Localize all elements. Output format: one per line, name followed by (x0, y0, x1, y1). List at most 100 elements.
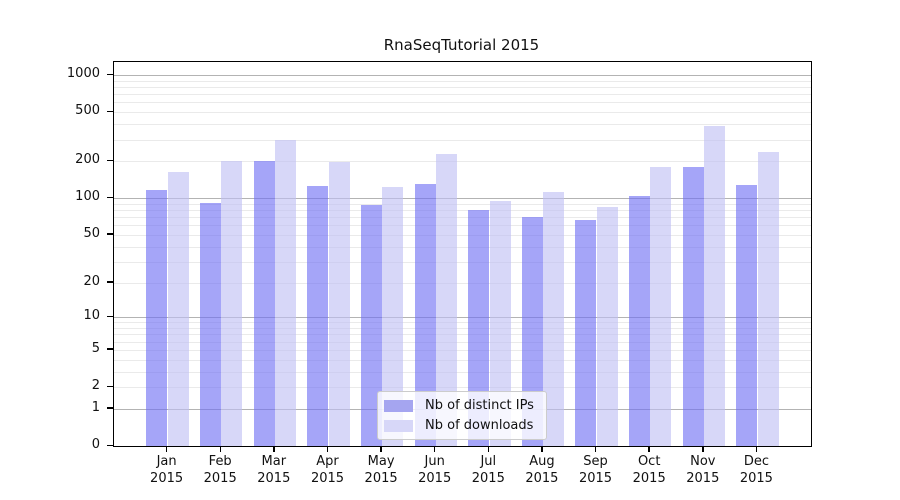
minor-gridline (114, 349, 811, 351)
minor-gridline (114, 322, 811, 324)
minor-gridline (114, 87, 811, 88)
y-tick-mark (107, 159, 113, 162)
y-tick-label: 2 (91, 378, 100, 393)
y-tick-mark (107, 444, 113, 446)
y-tick-mark (107, 385, 113, 387)
minor-gridline (114, 371, 811, 373)
bar-downloads (650, 166, 672, 446)
x-tick-mark (380, 447, 382, 452)
legend-swatch-downloads (384, 419, 413, 432)
y-tick-label: 1 (91, 399, 100, 415)
bar-distinct-ips (307, 185, 329, 446)
minor-gridline (114, 225, 811, 227)
legend-item-distinct-ips: Nb of distinct IPs (384, 398, 534, 413)
bar-downloads (382, 186, 404, 446)
minor-gridline (114, 80, 811, 82)
bar-distinct-ips (414, 184, 436, 446)
x-tick-mark (487, 447, 490, 452)
minor-gridline (114, 282, 811, 284)
x-tick-label: Feb 2015 (203, 454, 237, 486)
legend-label-distinct-ips: Nb of distinct IPs (425, 398, 534, 413)
x-tick-label: Mar 2015 (257, 454, 291, 486)
x-tick-mark (273, 447, 275, 452)
minor-gridline (114, 210, 811, 211)
minor-gridline (114, 387, 811, 388)
minor-gridline (114, 359, 811, 361)
bar-distinct-ips (146, 189, 168, 446)
x-tick-label: Sep 2015 (578, 454, 613, 486)
x-tick-mark (648, 447, 650, 452)
y-tick-mark (107, 348, 113, 350)
y-tick-mark (107, 110, 113, 113)
x-tick-mark (702, 447, 704, 452)
minor-gridline (114, 328, 811, 329)
x-tick-mark (541, 447, 543, 452)
bar-distinct-ips (521, 217, 543, 446)
bar-distinct-ips (682, 166, 704, 446)
x-tick-mark (219, 447, 221, 452)
x-tick-mark (755, 447, 758, 452)
minor-gridline (114, 261, 811, 263)
bar-downloads (221, 161, 243, 446)
bar-downloads (704, 126, 725, 446)
y-tick-mark (107, 315, 113, 318)
x-tick-label: Dec 2015 (739, 454, 773, 486)
y-tick-label: 50 (83, 225, 100, 241)
bar-downloads (489, 200, 511, 446)
minor-gridline (114, 217, 811, 219)
minor-gridline (114, 246, 811, 248)
y-tick-label: 100 (75, 189, 100, 205)
x-tick-label: Jun 2015 (418, 454, 452, 486)
bar-distinct-ips (468, 210, 490, 446)
y-tick-mark (107, 407, 113, 409)
bar-distinct-ips (253, 161, 275, 446)
legend: Nb of distinct IPs Nb of downloads (377, 391, 547, 440)
bar-distinct-ips (629, 196, 650, 446)
x-tick-label: Jan 2015 (150, 454, 184, 486)
minor-gridline (114, 203, 811, 205)
bar-downloads (328, 162, 350, 446)
y-tick-label: 10 (83, 308, 100, 324)
bar-downloads (543, 192, 565, 446)
bar-downloads (435, 154, 457, 446)
legend-swatch-distinct-ips (384, 399, 413, 412)
chart-title: RnaSeqTutorial 2015 (383, 36, 540, 54)
x-tick-mark (594, 447, 597, 452)
y-tick-label: 200 (75, 152, 100, 168)
bar-distinct-ips (200, 202, 221, 446)
y-tick-mark (107, 281, 113, 283)
bar-downloads (275, 139, 296, 446)
x-tick-mark (433, 447, 436, 452)
y-tick-mark (107, 233, 113, 235)
x-tick-label: Aug 2015 (525, 454, 559, 486)
y-tick-label: 500 (75, 103, 100, 119)
minor-gridline (114, 341, 811, 343)
bar-distinct-ips (736, 185, 758, 446)
y-tick-label: 5 (91, 340, 100, 356)
bar-downloads (757, 152, 779, 446)
minor-gridline (114, 102, 811, 104)
bar-distinct-ips (360, 205, 382, 446)
x-tick-label: Oct 2015 (632, 454, 666, 486)
bar-downloads (596, 206, 618, 446)
major-gridline (114, 75, 811, 76)
x-tick-label: Nov 2015 (686, 454, 720, 486)
x-tick-label: May 2015 (364, 454, 398, 486)
minor-gridline (114, 161, 811, 163)
x-tick-mark (165, 447, 168, 452)
y-tick-mark (107, 196, 113, 199)
minor-gridline (114, 124, 811, 126)
major-gridline (114, 317, 811, 319)
y-tick-label: 20 (83, 273, 100, 289)
minor-gridline (114, 94, 811, 96)
bar-downloads (167, 172, 189, 446)
minor-gridline (114, 334, 811, 336)
minor-gridline (114, 112, 811, 114)
y-tick-label: 1000 (66, 66, 100, 81)
bar-distinct-ips (575, 220, 597, 446)
legend-label-downloads: Nb of downloads (425, 418, 534, 433)
plot-area (113, 61, 812, 447)
x-tick-mark (326, 447, 329, 452)
x-tick-label: Jul 2015 (471, 454, 505, 486)
